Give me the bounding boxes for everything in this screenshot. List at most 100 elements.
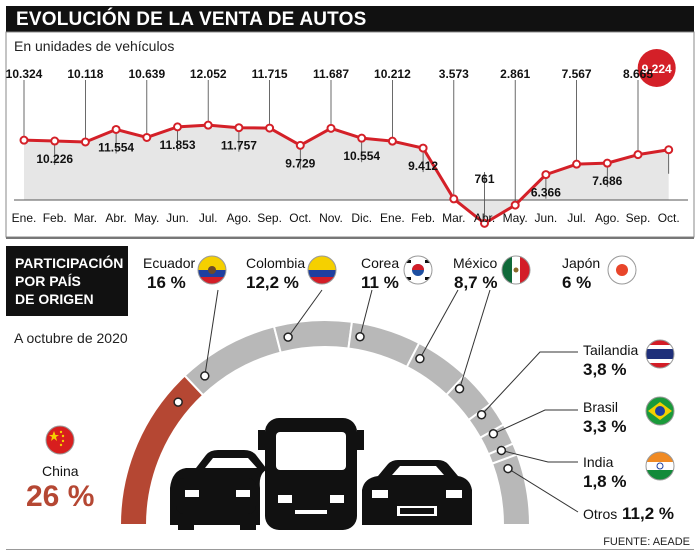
marker-corea (355, 331, 365, 342)
car-left-lower (176, 478, 256, 514)
value-label: 11.687 (313, 67, 349, 81)
data-point (142, 132, 152, 142)
marker-méxico (415, 353, 425, 364)
value-mexico: 8,7 % (454, 273, 498, 292)
x-tick-label: Feb. (411, 211, 435, 225)
label-china: China (42, 463, 79, 479)
section-divider (6, 237, 694, 239)
series-line (23, 123, 669, 225)
x-tick-label: Nov. (319, 211, 343, 225)
bus-mirror-r (357, 430, 364, 450)
brasil-flag-ring (645, 396, 675, 426)
x-tick-label: Oct. (289, 211, 311, 225)
corea-flag-ring (403, 255, 433, 285)
participation-title-line-3: DE ORIGEN (15, 291, 94, 307)
participation-title-line-2: POR PAÍS (15, 273, 81, 289)
x-tick-label: Sep. (626, 211, 651, 225)
marker-ecuador (200, 371, 210, 381)
mexico-flag-icon (502, 256, 530, 284)
car-left-window (205, 458, 257, 468)
value-label: 11.554 (98, 140, 134, 154)
corea-flag-icon (404, 256, 432, 284)
data-point (387, 136, 397, 146)
participation-title-box: PARTICIPACIÓN POR PAÍS DE ORIGEN (6, 246, 128, 316)
data-point (80, 137, 90, 147)
value-japon: 6 % (562, 273, 592, 292)
x-tick-label: May. (134, 211, 159, 225)
value-label: 9.412 (408, 159, 438, 173)
value-label: 10.324 (6, 67, 43, 81)
sales-line-chart: 10.324 10.226 10.118 11.554 10.639 11.853 12.0… (5, 31, 695, 238)
value-corea: 11 % (361, 273, 399, 292)
japon-flag-icon (608, 256, 636, 284)
leader-corea (359, 289, 373, 337)
x-tick-label: Mar. (442, 211, 465, 225)
value-label: 11.715 (252, 67, 288, 81)
value-label: 2.861 (500, 67, 530, 81)
x-tick-label: Sep. (257, 211, 282, 225)
marker-colombia (283, 332, 293, 342)
car-right-light-l (372, 490, 388, 498)
x-tick-label: Ene. (12, 211, 37, 225)
data-point (111, 124, 121, 134)
china-flag-ring (45, 425, 75, 455)
leader-india (501, 449, 578, 463)
car-left-wheel-r (240, 518, 256, 530)
slice-otros (490, 453, 532, 526)
data-point (234, 123, 244, 133)
label-colombia: Colombia (246, 255, 306, 271)
x-tick-label: Jul. (567, 211, 586, 225)
bus-grille (295, 510, 327, 514)
value-label: 8.665 (623, 67, 653, 81)
china-flag-icon (46, 426, 74, 454)
label-brasil: Brasil (583, 399, 619, 415)
data-point (602, 158, 612, 168)
x-tick-label: Ene. (380, 211, 405, 225)
value-label: 11.757 (221, 139, 257, 153)
car-left-icon (170, 450, 272, 530)
india-flag-ring (645, 451, 675, 481)
leader-tailandia (481, 351, 578, 416)
data-point (664, 145, 674, 155)
data-point (19, 135, 29, 145)
x-tick-label: Jul. (199, 211, 218, 225)
value-label: 3.573 (439, 67, 469, 81)
data-point (326, 123, 336, 133)
data-point (449, 194, 459, 204)
value-label: 10.226 (36, 152, 73, 166)
colombia-flag-ring (307, 255, 337, 285)
value-brasil: 3,3 % (583, 417, 627, 436)
marker-china (173, 397, 183, 407)
car-right-body (362, 460, 472, 525)
marker-japón (454, 383, 465, 394)
x-tick-label: May. (503, 211, 528, 225)
x-tick-label: Dic. (351, 211, 372, 225)
x-tick-label: Mar. (74, 211, 97, 225)
x-tick-label: Abr. (105, 211, 126, 225)
leader-brasil (493, 409, 578, 435)
car-left-wheel-l (178, 518, 194, 530)
mexico-flag-ring (501, 255, 531, 285)
car-right-light-r (446, 490, 462, 498)
area-fill (24, 125, 669, 224)
x-tick-label: Feb. (43, 211, 67, 225)
participation-title-line-1: PARTICIPACIÓN (15, 255, 124, 271)
bus-light-r (330, 495, 344, 503)
value-label: 761 (474, 172, 494, 186)
value-label: 9.224 (642, 62, 672, 76)
marker-brasil (488, 429, 499, 439)
marker-otros (503, 463, 513, 474)
value-ecuador: 16 % (147, 273, 186, 292)
chart-subtitle: En unidades de vehículos (14, 38, 175, 54)
label-india: India (583, 454, 614, 470)
slice-corea (347, 320, 421, 369)
tailandia-flag-ring (645, 339, 675, 369)
bottom-rule (6, 549, 694, 550)
source-note: FUENTE: AEADE (603, 536, 690, 548)
marker-india (496, 445, 507, 456)
bus-mirror-l (258, 430, 265, 450)
data-point (418, 143, 428, 153)
slice-ecuador (183, 325, 282, 397)
